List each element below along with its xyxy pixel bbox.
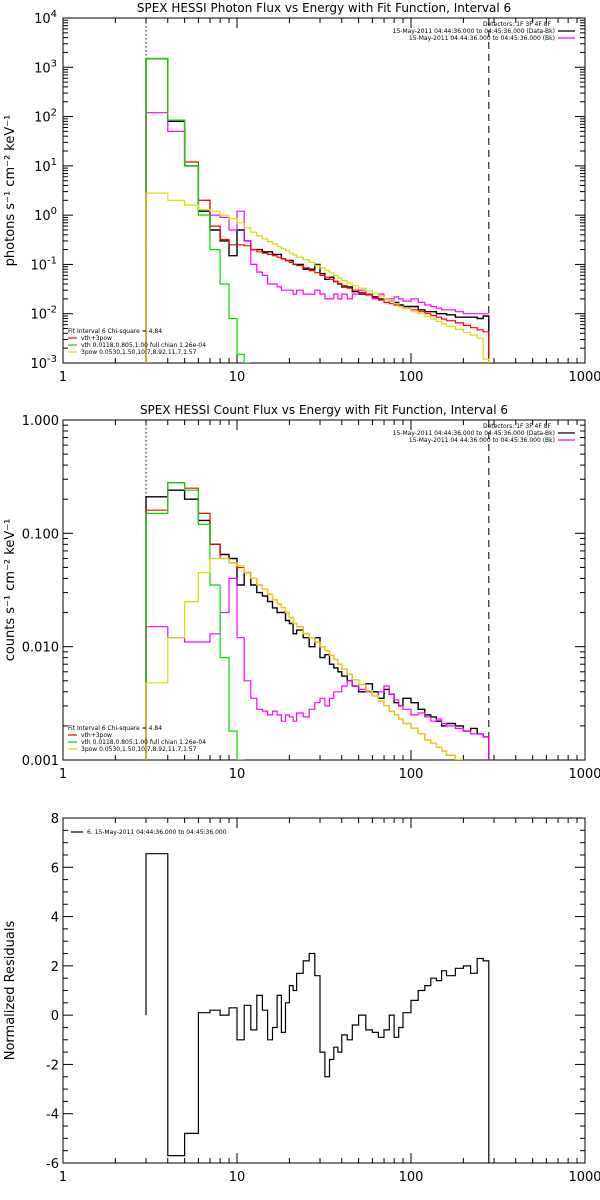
- legend-bottom-left-entry: Fit Interval 6 Chi-square = 4.84: [68, 328, 162, 335]
- series-line-6-15-may-2011-04-44-36-000-to-04-45-36-000: [145, 853, 490, 1163]
- x-tick-label: 1: [59, 767, 67, 782]
- y-tick-exponent: -2: [47, 305, 57, 316]
- y-tick-exponent: 1: [51, 157, 57, 168]
- legend-bottom-left-entry: vth+3pow: [81, 732, 112, 739]
- series-line-vth: [145, 482, 245, 760]
- y-tick-label: 8: [51, 812, 59, 827]
- series-line-vth-3pow: [145, 58, 490, 363]
- y-tick-exponent: 0: [51, 206, 57, 217]
- y-tick-label: 1.000: [22, 414, 59, 429]
- y-tick-label: 10-3: [30, 354, 57, 372]
- y-tick-label: 104: [34, 9, 57, 27]
- y-tick-label: 0.010: [22, 641, 59, 656]
- x-tick-label: 1000: [568, 767, 600, 782]
- legend-top-right-entry: 15-May-2011 04:44:36.000 to 04:45:36.000…: [409, 35, 555, 42]
- plot-frame: [62, 419, 586, 761]
- chart-title: SPEX HESSI Photon Flux vs Energy with Fi…: [137, 1, 511, 15]
- x-tick-label: 1000: [568, 370, 600, 385]
- y-tick-exponent: 2: [51, 108, 57, 119]
- y-tick-label: 10-1: [30, 255, 57, 273]
- chart-panel-3: 1 10 100 1000 -6 -4 -2 0 2 4 6 8 Normalized Residual…: [3, 812, 600, 1185]
- series-line-vth: [145, 58, 251, 363]
- y-tick-base: 10: [34, 160, 51, 175]
- chart-panel-2: 1 10 100 1000 0.001 0.010 0.100 1.000 SPEX HESSI…: [3, 403, 600, 782]
- y-tick-label: 0: [51, 1009, 59, 1024]
- chart-title: SPEX HESSI Count Flux vs Energy with Fit…: [140, 403, 508, 417]
- y-tick-exponent: 3: [51, 58, 57, 69]
- y-tick-base: 10: [30, 357, 47, 372]
- x-tick-label: 100: [399, 370, 424, 385]
- y-tick-label: -6: [46, 1157, 59, 1172]
- legend-top-right-entry: Detectors: 1F 3F 4F 8F: [483, 423, 552, 430]
- y-tick-label: 102: [34, 108, 57, 126]
- x-tick-label: 1: [59, 1170, 67, 1185]
- y-tick-base: 10: [34, 12, 51, 27]
- x-tick-label: 10: [229, 370, 246, 385]
- series-line-data-bk: [145, 57, 490, 363]
- legend-top-right-entry: 15-May-2011 04:44:36.000 to 04:45:36.000…: [393, 28, 555, 35]
- y-tick-label: 103: [34, 58, 57, 76]
- y-tick-label: 0.001: [22, 754, 59, 769]
- y-tick-label: 101: [34, 157, 57, 175]
- series-line-3pow: [145, 557, 464, 760]
- plot-frame: [62, 817, 586, 1164]
- y-tick-base: 10: [30, 308, 47, 323]
- y-tick-label: -4: [46, 1108, 59, 1123]
- legend-bottom-left-entry: 3pow 0.0530,1.50,10.7,8.92,11.7,1.57: [81, 746, 197, 753]
- y-tick-base: 10: [34, 61, 51, 76]
- y-tick-exponent: -3: [47, 354, 57, 365]
- y-tick-label: -2: [46, 1058, 59, 1073]
- series-line-bk: [145, 577, 490, 760]
- series-line-vth-3pow: [145, 482, 464, 760]
- x-tick-label: 10: [229, 767, 246, 782]
- x-tick-label: 10: [229, 1170, 246, 1185]
- y-tick-base: 10: [30, 258, 47, 273]
- legend-top-right-entry: Detectors: 1F 3F 4F 8F: [483, 21, 552, 28]
- legend-bottom-left-entry: vth 0.0118,0.805,1.00 full chian 1.26e-0…: [81, 739, 206, 746]
- y-tick-label: 2: [51, 960, 59, 975]
- x-tick-label: 1000: [568, 1170, 600, 1185]
- x-tick-label: 100: [399, 767, 424, 782]
- legend-top-right-entry: 15-May-2011 04:44:36.000 to 04:45:36.000…: [409, 437, 555, 444]
- plot-frame: [62, 17, 586, 364]
- legend-bottom-left-entry: 3pow 0.0530,1.50,10.7,8.92,11.7,1.57: [81, 349, 197, 356]
- y-tick-label: 6: [51, 861, 59, 876]
- x-tick-label: 1: [59, 370, 67, 385]
- legend-bottom-left-entry: vth+3pow: [81, 335, 112, 342]
- y-axis-label: photons s⁻¹ cm⁻² keV⁻¹: [3, 115, 18, 267]
- legend-bottom-left-entry: vth 0.0118,0.805,1.00 full chian 1.26e-0…: [81, 342, 206, 349]
- y-axis-label: counts s⁻¹ cm⁻² keV⁻¹: [3, 519, 18, 662]
- legend-top-right-entry: 15-May-2011 04:44:36.000 to 04:45:36.000…: [393, 430, 555, 437]
- y-tick-base: 10: [34, 209, 51, 224]
- series-line-bk: [145, 112, 489, 363]
- y-axis-label: Normalized Residuals: [3, 921, 18, 1061]
- y-tick-label: 4: [51, 911, 59, 926]
- legend-top-left-entry: 6. 15-May-2011 04:44:36.000 to 04:45:36.…: [87, 829, 227, 836]
- y-tick-label: 100: [34, 206, 57, 224]
- series-line-3pow: [145, 192, 490, 363]
- y-tick-base: 10: [34, 111, 51, 126]
- y-tick-exponent: -1: [47, 255, 57, 266]
- x-tick-label: 100: [399, 1170, 424, 1185]
- y-tick-label: 10-2: [30, 305, 57, 323]
- y-tick-exponent: 4: [51, 9, 57, 20]
- y-tick-label: 0.100: [22, 527, 59, 542]
- legend-bottom-left-entry: Fit Interval 6 Chi-square = 4.84: [68, 725, 162, 732]
